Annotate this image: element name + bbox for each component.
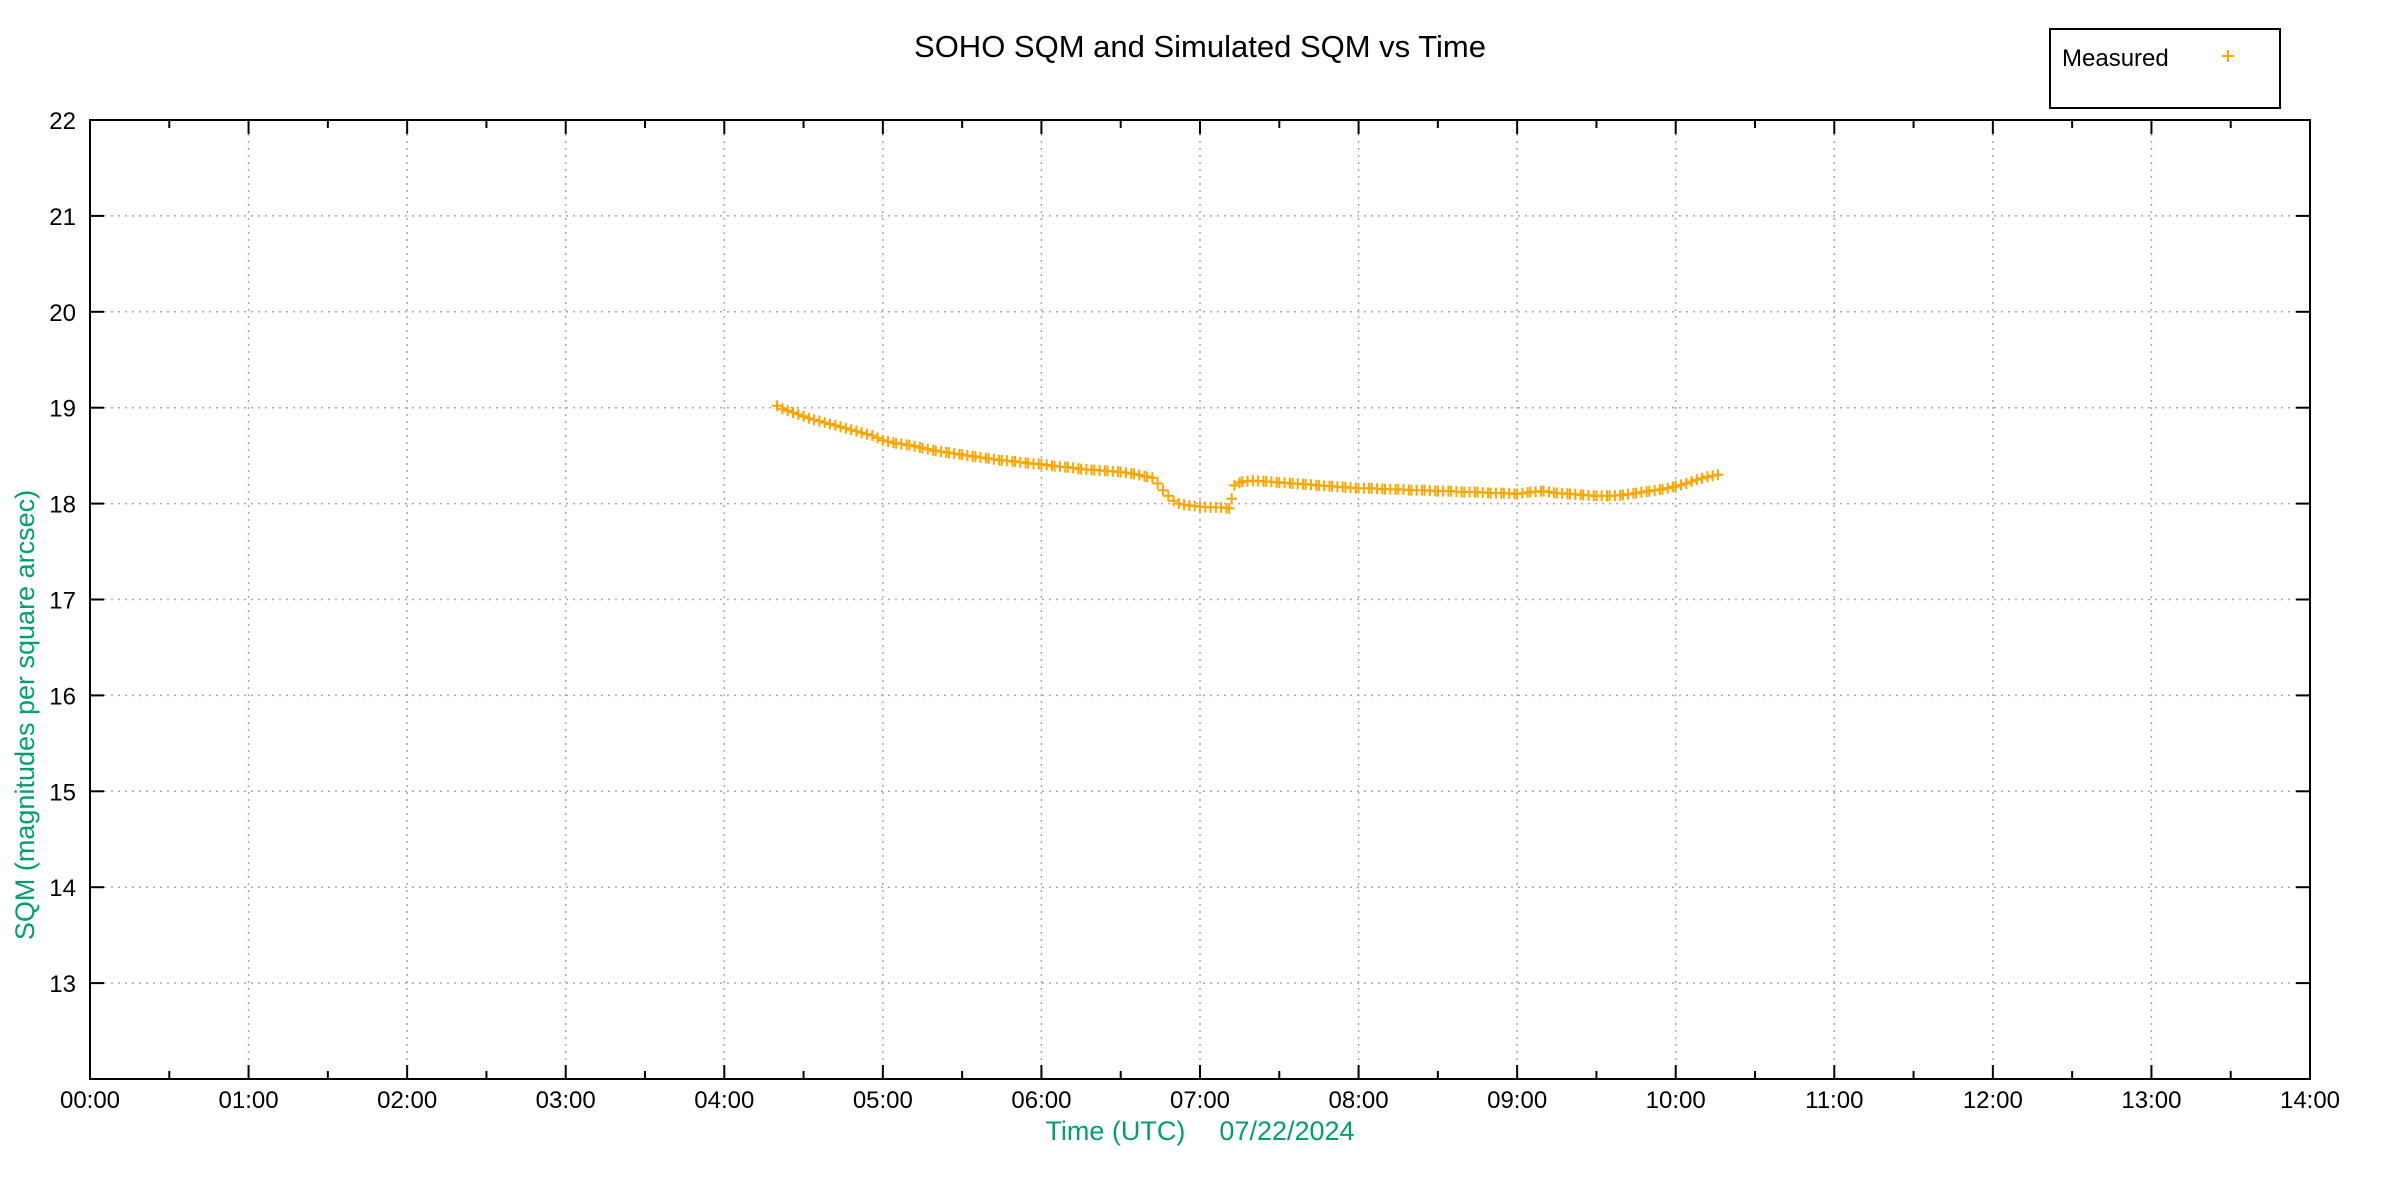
y-tick-label: 16 xyxy=(49,683,76,710)
legend-box xyxy=(2049,28,2281,109)
x-tick-label: 02:00 xyxy=(377,1087,437,1114)
gridlines xyxy=(90,120,2310,1079)
measured-plus-markers xyxy=(771,400,1724,514)
x-tick-label: 04:00 xyxy=(694,1087,754,1114)
legend-plus-marker-icon xyxy=(2222,50,2234,62)
x-axis-label-text: Time (UTC) xyxy=(1045,1116,1185,1146)
x-tick-label: 00:00 xyxy=(60,1087,120,1114)
x-tick-label: 12:00 xyxy=(1963,1087,2023,1114)
measured-series xyxy=(771,400,1724,514)
x-tick-label: 01:00 xyxy=(219,1087,279,1114)
x-tick-labels: 00:00 01:00 02:00 03:00 04:00 05:00 06:00 07:00… xyxy=(60,1087,2340,1114)
legend: Measured xyxy=(2049,28,2281,109)
y-tick-label: 18 xyxy=(49,492,76,519)
x-tick-label: 05:00 xyxy=(853,1087,913,1114)
x-tick-label: 03:00 xyxy=(536,1087,596,1114)
plot-border xyxy=(89,119,2311,1080)
y-tick-label: 14 xyxy=(49,875,76,902)
y-tick-label: 21 xyxy=(49,204,76,231)
x-tick-label: 11:00 xyxy=(1805,1087,1863,1114)
y-tick-label: 17 xyxy=(49,588,76,615)
x-tick-label: 09:00 xyxy=(1487,1087,1547,1114)
legend-label-measured: Measured xyxy=(2062,45,2169,72)
y-tick-label: 22 xyxy=(49,108,76,135)
x-axis-date: 07/22/2024 xyxy=(1219,1116,1354,1146)
x-tick-label: 08:00 xyxy=(1329,1087,1389,1114)
y-tick-label: 19 xyxy=(49,396,76,423)
y-axis-label: SQM (magnitudes per square arcsec) xyxy=(10,490,40,940)
chart-title: SOHO SQM and Simulated SQM vs Time xyxy=(914,29,1486,64)
x-tick-label: 07:00 xyxy=(1170,1087,1230,1114)
legend-plus-icon xyxy=(2222,50,2234,62)
x-tick-label: 13:00 xyxy=(2121,1087,2181,1114)
y-tick-label: 20 xyxy=(49,300,76,327)
y-tick-label: 13 xyxy=(49,971,76,998)
x-tick-label: 06:00 xyxy=(1011,1087,1071,1114)
axis-ticks xyxy=(89,120,2311,1079)
x-tick-label: 14:00 xyxy=(2280,1087,2340,1114)
y-tick-label: 15 xyxy=(49,779,76,806)
x-axis-label: Time (UTC) 07/22/2024 xyxy=(1045,1116,1354,1146)
y-tick-labels: 13 14 15 16 17 18 19 20 21 22 xyxy=(49,108,76,998)
x-tick-label: 10:00 xyxy=(1646,1087,1706,1114)
